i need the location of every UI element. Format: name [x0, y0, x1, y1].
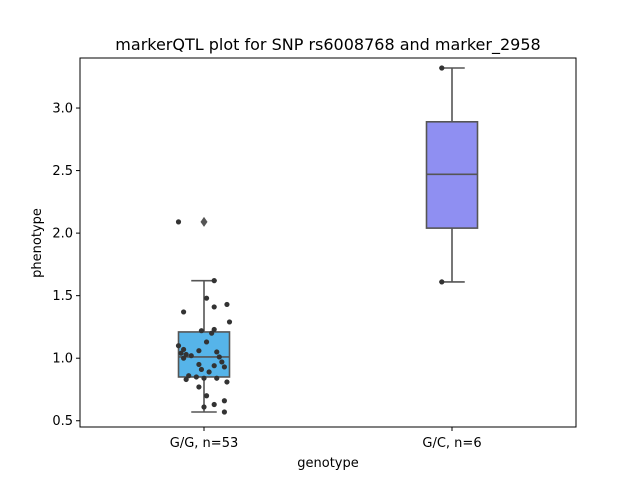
data-point	[214, 349, 220, 355]
y-tick-label: 2.5	[52, 164, 73, 179]
x-axis: G/G, n=53 G/C, n=6	[170, 427, 482, 451]
data-point	[196, 361, 202, 368]
data-point	[216, 354, 222, 360]
data-point	[221, 398, 227, 404]
data-point	[224, 379, 230, 385]
data-point	[181, 355, 187, 361]
y-axis-label: phenotype	[30, 208, 45, 278]
data-point	[439, 279, 445, 285]
x-tick-label: G/G, n=53	[170, 436, 238, 451]
data-point	[196, 384, 202, 390]
y-tick-label: 3.0	[52, 102, 73, 117]
y-tick-label: 2.0	[52, 227, 73, 242]
data-point	[206, 369, 212, 375]
data-point	[219, 359, 225, 365]
data-point	[181, 309, 187, 315]
data-point	[226, 319, 233, 325]
y-axis: 0.5 1.0 1.5 2.0 2.5 3.0	[52, 102, 80, 429]
data-point	[188, 353, 194, 359]
chart-title: markerQTL plot for SNP rs6008768 and mar…	[115, 35, 540, 55]
box-groups	[175, 65, 479, 415]
data-point	[203, 295, 210, 301]
data-point	[196, 348, 202, 354]
data-point	[209, 330, 215, 336]
plot-frame	[79, 57, 577, 428]
data-point	[175, 219, 182, 225]
data-point	[439, 65, 445, 71]
data-point	[186, 373, 192, 379]
data-point	[175, 343, 182, 349]
data-point	[198, 328, 205, 334]
x-tick-label: G/C, n=6	[422, 436, 481, 451]
y-tick-label: 1.5	[52, 289, 73, 304]
data-point	[203, 339, 210, 345]
data-point	[211, 304, 217, 310]
data-point	[198, 366, 205, 373]
data-point	[201, 375, 207, 381]
box-group	[175, 216, 233, 415]
box-group	[425, 65, 479, 285]
y-tick-label: 1.0	[52, 352, 73, 367]
data-point	[211, 326, 217, 333]
data-point	[183, 376, 189, 383]
data-point	[211, 401, 217, 408]
data-point	[181, 346, 187, 353]
data-point	[201, 404, 207, 410]
plot-area	[80, 58, 576, 427]
data-point	[211, 363, 217, 369]
data-point	[193, 374, 199, 380]
outlier-marker	[200, 216, 208, 227]
x-axis-label: genotype	[297, 456, 358, 471]
data-point	[221, 409, 227, 415]
data-point	[211, 278, 217, 284]
data-point	[224, 301, 230, 308]
data-point	[221, 364, 227, 370]
data-point	[178, 350, 184, 356]
data-point	[214, 375, 220, 381]
data-point	[203, 393, 210, 399]
data-point	[183, 351, 189, 358]
y-tick-label: 0.5	[52, 414, 73, 429]
